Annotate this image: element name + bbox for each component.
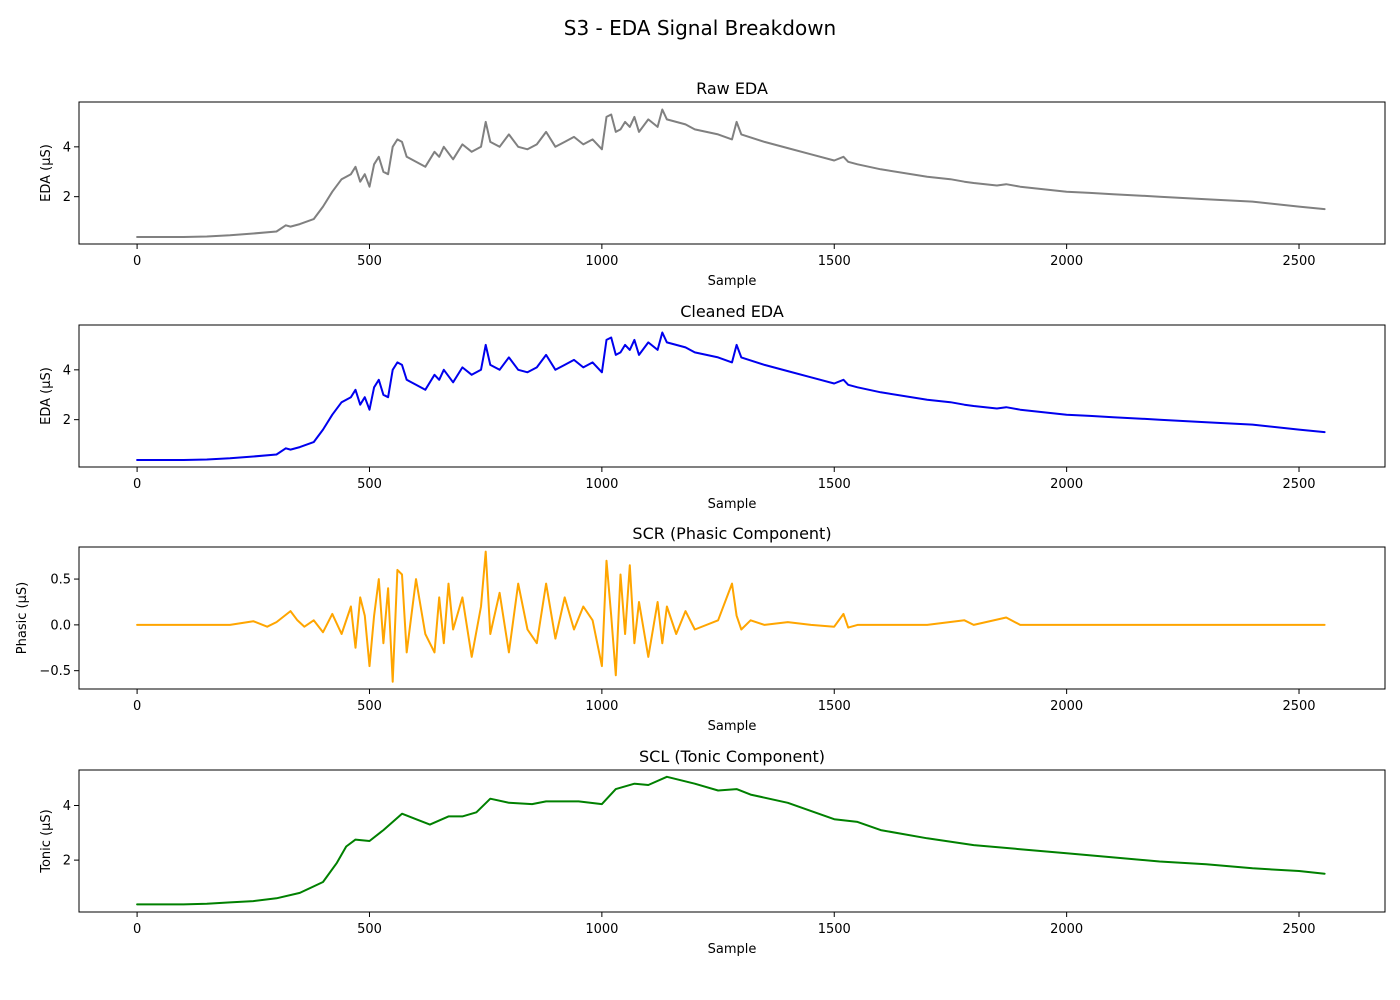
cleaned-eda-ytick-label: 4	[63, 363, 71, 378]
scr-phasic-xtick-label: 2000	[1050, 699, 1083, 714]
scr-phasic-ytick-label: −0.5	[39, 664, 71, 679]
cleaned-eda-title: Cleaned EDA	[680, 302, 784, 321]
cleaned-eda-axes-frame	[78, 324, 1386, 468]
raw-eda-xtick-label: 2500	[1282, 254, 1315, 269]
scl-tonic-xtick-label: 1000	[585, 922, 618, 937]
scl-tonic-xlabel: Sample	[708, 942, 757, 957]
scl-tonic-xtick-label: 2000	[1050, 922, 1083, 937]
raw-eda-xtick-label: 500	[357, 254, 382, 269]
raw-eda-axes-frame	[78, 101, 1386, 245]
scr-phasic-title: SCR (Phasic Component)	[632, 524, 831, 543]
scl-tonic-title: SCL (Tonic Component)	[639, 747, 825, 766]
scr-phasic-xlabel: Sample	[708, 719, 757, 734]
scl-tonic-panel: 0 500 1000 1500 2000 2500 2 4 SCL (Tonic Compone…	[39, 747, 1386, 957]
cleaned-eda-xtick-label: 1000	[585, 477, 618, 492]
raw-eda-ytick-label: 4	[63, 140, 71, 155]
raw-eda-xtick-label: 2000	[1050, 254, 1083, 269]
scl-tonic-ylabel: Tonic (µS)	[39, 809, 54, 873]
scr-phasic-xtick-label: 500	[357, 699, 382, 714]
scr-phasic-xtick-label: 1000	[585, 699, 618, 714]
raw-eda-xtick-label: 1000	[585, 254, 618, 269]
scr-phasic-axes-frame	[78, 546, 1386, 690]
raw-eda-title: Raw EDA	[696, 79, 768, 98]
scr-phasic-xtick-label: 1500	[818, 699, 851, 714]
cleaned-eda-series-line	[136, 331, 1326, 461]
scr-phasic-ytick-label: 0.5	[50, 573, 71, 588]
scl-tonic-ytick-label: 4	[63, 799, 71, 814]
cleaned-eda-xtick-label: 0	[133, 477, 141, 492]
scl-tonic-xtick-label: 1500	[818, 922, 851, 937]
cleaned-eda-xtick-label: 2000	[1050, 477, 1083, 492]
cleaned-eda-ylabel: EDA (µS)	[39, 367, 54, 425]
raw-eda-xtick-label: 0	[133, 254, 141, 269]
raw-eda-xtick-label: 1500	[818, 254, 851, 269]
scl-tonic-xtick-label: 0	[133, 922, 141, 937]
scl-tonic-series-line	[136, 775, 1326, 906]
scl-tonic-axes-frame	[78, 769, 1386, 913]
scr-phasic-xtick-label: 0	[133, 699, 141, 714]
figure-title: S3 - EDA Signal Breakdown	[564, 16, 836, 40]
cleaned-eda-xlabel: Sample	[708, 497, 757, 512]
cleaned-eda-ytick-label: 2	[63, 413, 71, 428]
scl-tonic-xtick-label: 2500	[1282, 922, 1315, 937]
scl-tonic-xtick-label: 500	[357, 922, 382, 937]
raw-eda-xlabel: Sample	[708, 274, 757, 289]
raw-eda-series-line	[136, 108, 1326, 238]
scr-phasic-series-line	[136, 550, 1326, 683]
cleaned-eda-xtick-label: 1500	[818, 477, 851, 492]
scr-phasic-panel: 0 500 1000 1500 2000 2500 −0.5 0.0 0.5 SCR (Phasi…	[15, 524, 1386, 734]
scr-phasic-xtick-label: 2500	[1282, 699, 1315, 714]
cleaned-eda-panel: 0 500 1000 1500 2000 2500 2 4 Cleaned EDA Sample E…	[39, 302, 1386, 512]
raw-eda-panel: 0 500 1000 1500 2000 2500 2 4 Raw EDA Sample EDA (…	[39, 79, 1386, 289]
cleaned-eda-xtick-label: 2500	[1282, 477, 1315, 492]
raw-eda-ylabel: EDA (µS)	[39, 144, 54, 202]
scr-phasic-ytick-label: 0.0	[50, 618, 71, 633]
scl-tonic-ytick-label: 2	[63, 854, 71, 869]
raw-eda-ytick-label: 2	[63, 190, 71, 205]
scr-phasic-ylabel: Phasic (µS)	[15, 582, 30, 654]
cleaned-eda-xtick-label: 500	[357, 477, 382, 492]
